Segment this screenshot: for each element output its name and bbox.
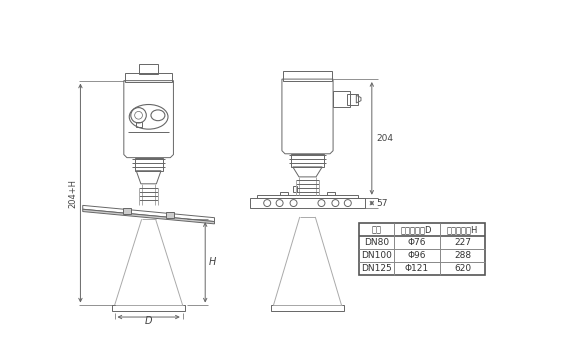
Text: Φ76: Φ76: [407, 238, 426, 247]
Polygon shape: [83, 209, 215, 224]
Text: Φ96: Φ96: [407, 251, 426, 260]
Bar: [347, 94, 358, 104]
Bar: [167, 212, 174, 218]
Bar: [360, 223, 485, 276]
Bar: [283, 71, 332, 81]
Text: 喇叭口直径D: 喇叭口直径D: [401, 225, 432, 234]
Bar: [112, 305, 185, 311]
Text: 法兰: 法兰: [372, 225, 381, 234]
Text: H: H: [209, 257, 216, 268]
Text: 204+H: 204+H: [68, 179, 77, 207]
Bar: [135, 158, 163, 171]
Bar: [271, 305, 344, 311]
Bar: [136, 122, 142, 127]
Bar: [123, 208, 131, 214]
Text: 57: 57: [377, 199, 388, 207]
Bar: [257, 195, 358, 198]
Text: 288: 288: [454, 251, 471, 260]
Text: Φ121: Φ121: [405, 264, 429, 273]
Bar: [139, 64, 158, 75]
Text: 620: 620: [454, 264, 471, 273]
Bar: [250, 198, 365, 209]
Text: DN80: DN80: [364, 238, 389, 247]
Bar: [125, 73, 172, 82]
Text: DN125: DN125: [361, 264, 392, 273]
Bar: [291, 154, 324, 167]
Bar: [293, 186, 298, 192]
Text: 227: 227: [454, 238, 471, 247]
Bar: [281, 191, 288, 195]
Text: DN100: DN100: [361, 251, 392, 260]
Text: 204: 204: [377, 134, 394, 143]
Bar: [327, 191, 335, 195]
Text: D: D: [145, 316, 152, 326]
Bar: [333, 91, 350, 107]
Text: 喇叭口高度H: 喇叭口高度H: [447, 225, 478, 234]
